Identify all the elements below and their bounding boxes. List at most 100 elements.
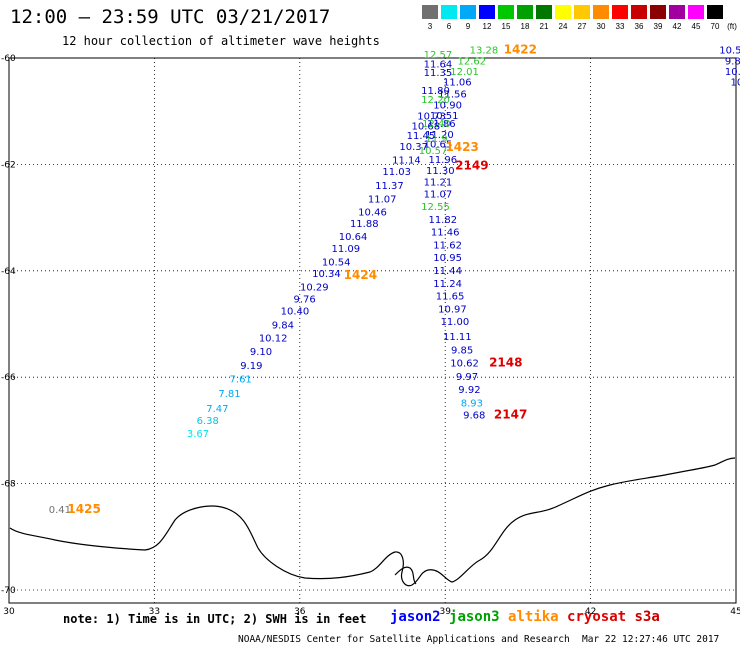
generated-timestamp: Mar 22 12:27:46 UTC 2017	[582, 634, 720, 645]
swh-label-jason2: 9.84	[272, 320, 294, 331]
swh-label-jason2: 11.35	[424, 68, 453, 79]
swh-label-jason3: 12.20	[421, 95, 450, 106]
pass-time-labels: 1422 1423 1424 1425 2149 2148 2147	[67, 43, 537, 516]
lat-tick-label: -62	[1, 160, 16, 170]
scale-label: 27	[577, 22, 587, 31]
swh-label-jason2: 11.24	[433, 279, 462, 290]
swh-label-jason3: 12.55	[421, 202, 450, 213]
pass-time-label: 1424	[344, 268, 377, 282]
lat-tick-label: -60	[1, 54, 16, 64]
swh-label-jason2: 11.45	[407, 131, 436, 142]
scale-label: 9	[465, 22, 471, 31]
swh-label-jason2: 6.38	[197, 416, 219, 427]
lat-tick-label: -68	[1, 480, 16, 490]
swh-label-jason2: 11.96	[428, 155, 457, 166]
swh-label-jason2: 7.81	[218, 389, 240, 400]
scale-label: 12	[482, 22, 492, 31]
swh-label-jason2: 11.11	[443, 332, 472, 343]
swh-label-jason2: 10.64	[339, 232, 368, 243]
swh-label-jason2: 9.76	[294, 295, 316, 306]
units-note: note: 1) Time is in UTC; 2) SWH is in fe…	[63, 612, 367, 626]
swh-label-jason2: 10.29	[300, 282, 329, 293]
swh-label-jason2: 11.20	[425, 130, 454, 141]
swh-label-jason2: 10.37	[399, 142, 428, 153]
swh-label-jason2: 11.06	[443, 78, 472, 89]
swh-label-jason2: 10.54	[322, 257, 351, 268]
scale-label: 42	[672, 22, 682, 31]
swh-label-jason2: 11.65	[436, 292, 465, 303]
lat-tick-label: -66	[1, 373, 16, 383]
swh-label-jason2: 11.37	[375, 181, 404, 192]
swh-label-jason2: 10.40	[281, 306, 310, 317]
graticule: -60 -62 -64 -66 -68 -70 30 33 36 39 42 45	[1, 54, 740, 617]
swh-label-jason2: 11.86	[427, 119, 456, 130]
lat-tick-label: -64	[1, 267, 16, 277]
swh-label-jason2: 11.64	[424, 60, 453, 71]
swh-label-jason2: 11.00	[441, 317, 470, 328]
scale-swatch	[574, 5, 590, 19]
scale-swatch	[422, 5, 438, 19]
page-title: 12:00 – 23:59 UTC 03/21/2017	[10, 6, 331, 28]
swh-label-jason2: 11.88	[350, 219, 379, 230]
swh-label-jason2: 10.58	[719, 46, 740, 57]
swh-label-jason2: 0.41	[49, 505, 71, 516]
lon-tick-label: 36	[294, 607, 306, 617]
scale-swatch	[669, 5, 685, 19]
scale-label: 39	[653, 22, 663, 31]
swh-label-jason2: 9.92	[458, 385, 480, 396]
swh-label-jason2: 9.10	[250, 347, 272, 358]
scale-swatch	[631, 5, 647, 19]
swh-label-jason3: 12.57	[424, 50, 453, 61]
swh-label-jason2: 9.19	[240, 361, 262, 372]
scale-swatch	[479, 5, 495, 19]
pass-time-label: 2147	[494, 408, 527, 422]
lon-tick-label: 33	[149, 607, 160, 617]
swh-label-jason2: 10.12	[259, 334, 288, 345]
pass-time-label: 1423	[445, 140, 478, 154]
swh-label-jason2: 9.83	[725, 56, 740, 67]
swh-label-jason2: 9.97	[456, 372, 478, 383]
lat-tick-label: -70	[1, 586, 16, 596]
swh-label-jason3: 12.62	[458, 56, 487, 67]
scale-swatch	[593, 5, 609, 19]
page-subtitle: 12 hour collection of altimeter wave hei…	[62, 34, 380, 48]
swh-label-jason2: 11.14	[392, 155, 421, 166]
swh-label-jason2: 11.30	[426, 166, 455, 177]
scale-label: 33	[615, 22, 625, 31]
swh-label-jason3: 11.9	[425, 134, 447, 145]
scale-label: 21	[539, 22, 549, 31]
scale-swatch	[555, 5, 571, 19]
swh-label-jason2: 10.	[730, 78, 740, 89]
swh-label-jason2: 9.68	[463, 411, 485, 422]
swh-label-jason2: 10.90	[433, 101, 462, 112]
swh-label-jason2: 11.62	[433, 240, 462, 251]
legend-s3a: s3a	[634, 609, 660, 625]
swh-label-jason3: 13.28	[470, 46, 499, 57]
swh-label-jason2: 7.47	[206, 404, 228, 415]
scale-label: 6	[446, 22, 452, 31]
scale-label: 15	[501, 22, 511, 31]
credit-line: NOAA/NESDIS Center for Satellite Applica…	[238, 634, 570, 645]
swh-label-jason2: 10.9	[725, 67, 740, 78]
legend-jason3: jason3	[449, 609, 509, 625]
swh-label-jason2: 10.97	[438, 304, 467, 315]
swh-label-jason2: 10.65	[424, 139, 453, 150]
scale-swatch	[517, 5, 533, 19]
lon-tick-label: 39	[439, 607, 451, 617]
swh-label-jason2: 7.61	[230, 375, 252, 386]
scale-swatch	[498, 5, 514, 19]
swh-label-jason2: 11.07	[368, 195, 397, 206]
swh-label-jason2: 11.82	[428, 215, 457, 226]
legend-altika: altika	[508, 609, 568, 625]
satellite-legend: jason2 jason3 altika cryosat s3a	[390, 609, 660, 625]
swh-label-jason2: 10.46	[358, 207, 387, 218]
swh-label-jason2: 11.09	[332, 244, 361, 255]
map-frame	[8, 57, 737, 604]
swh-label-jason2: 10.51	[430, 111, 459, 122]
antarctic-coastline	[9, 457, 736, 587]
pass-time-label: 1425	[67, 502, 100, 516]
swh-label-jason2: 11.56	[438, 89, 467, 100]
swh-label-jason2: 11.07	[424, 189, 453, 200]
